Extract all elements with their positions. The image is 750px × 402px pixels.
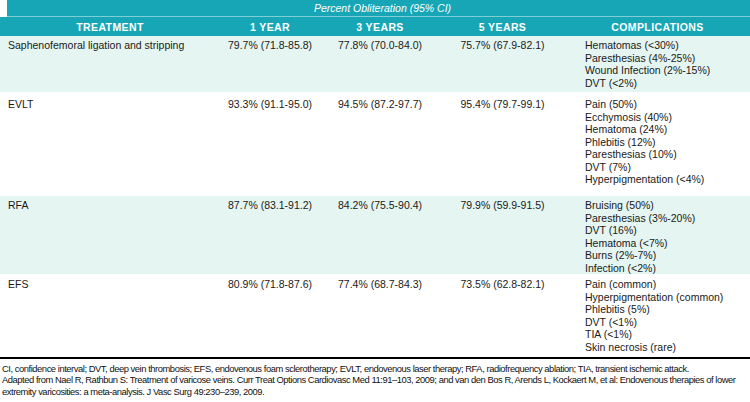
year3-cell: 84.2% (75.5-90.4) [320,199,440,274]
table-header-row: TREATMENT 1 YEAR 3 YEARS 5 YEARS COMPLIC… [0,17,750,36]
complication-item: Hematomas (<30%) [585,39,750,52]
complication-item: Hyperpigmentation (common) [585,291,750,304]
complication-item: Wound Infection (2%-15%) [585,64,750,77]
complication-item: Hyperpigmentation (<4%) [585,173,750,186]
column-header-complications: COMPLICATIONS [565,21,750,33]
table-title: Percent Obliteration (95% CI) [210,1,555,16]
complication-item: Phlebitis (12%) [585,136,750,149]
complication-item: Skin necrosis (rare) [585,341,750,354]
table-title-band: Percent Obliteration (95% CI) [7,0,750,17]
complication-item: Pain (50%) [585,98,750,111]
complication-item: Paresthesias (10%) [585,148,750,161]
complication-item: TIA (<1%) [585,328,750,341]
year5-cell: 79.9% (59.9-91.5) [440,199,565,274]
year3-cell: 77.8% (70.0-84.0) [320,39,440,92]
column-header-5-years: 5 YEARS [440,21,565,33]
complication-item: Burns (2%-7%) [585,249,750,262]
complication-item: DVT (16%) [585,224,750,237]
footnote-abbreviations: CI, confidence interval; DVT, deep vein … [2,363,750,374]
complication-item: Paresthesias (3%-20%) [585,212,750,225]
year5-cell: 73.5% (62.8-82.1) [440,278,565,357]
column-header-1-year: 1 YEAR [220,21,320,33]
table-row: RFA87.7% (83.1-91.2)84.2% (75.5-90.4)79.… [0,196,750,274]
year3-cell: 77.4% (68.7-84.3) [320,278,440,357]
year1-cell: 87.7% (83.1-91.2) [220,199,320,274]
complication-item: Pain (common) [585,278,750,291]
table-row: EFS80.9% (71.8-87.6)77.4% (68.7-84.3)73.… [0,274,750,357]
complication-item: Phlebitis (5%) [585,303,750,316]
complications-cell: Pain (common)Hyperpigmentation (common)P… [565,278,750,357]
complication-item: Hematoma (<7%) [585,237,750,250]
complication-item: DVT (7%) [585,161,750,174]
footnote-source-line2: extremity varicosities: a meta-analysis.… [2,386,750,397]
outcomes-table: Percent Obliteration (95% CI) TREATMENT … [0,0,750,397]
treatment-cell: RFA [0,199,220,274]
year5-cell: 95.4% (79.7-99.1) [440,98,565,196]
column-header-treatment: TREATMENT [0,21,220,33]
treatment-cell: EVLT [0,98,220,196]
treatment-cell: EFS [0,278,220,357]
complication-item: Paresthesias (4%-25%) [585,52,750,65]
complication-item: Ecchymosis (40%) [585,111,750,124]
complications-cell: Pain (50%)Ecchymosis (40%)Hematoma (24%)… [565,98,750,196]
table-body: Saphenofemoral ligation and stripping79.… [0,36,750,357]
footnotes: CI, confidence interval; DVT, deep vein … [0,359,750,397]
complication-item: DVT (<1%) [585,316,750,329]
year1-cell: 93.3% (91.1-95.0) [220,98,320,196]
table-row: EVLT93.3% (91.1-95.0)94.5% (87.2-97.7)95… [0,92,750,196]
complications-cell: Bruising (50%)Paresthesias (3%-20%)DVT (… [565,199,750,274]
footnote-source-line1: Adapted from Nael R, Rathbun S: Treatmen… [2,374,750,385]
year1-cell: 80.9% (71.8-87.6) [220,278,320,357]
complication-item: Hematoma (24%) [585,123,750,136]
complication-item: DVT (<2%) [585,77,750,90]
treatment-cell: Saphenofemoral ligation and stripping [0,39,220,92]
year1-cell: 79.7% (71.8-85.8) [220,39,320,92]
complication-item: Bruising (50%) [585,199,750,212]
year5-cell: 75.7% (67.9-82.1) [440,39,565,92]
complications-cell: Hematomas (<30%)Paresthesias (4%-25%)Wou… [565,39,750,92]
table-row: Saphenofemoral ligation and stripping79.… [0,36,750,92]
complication-item: Infection (<2%) [585,262,750,275]
column-header-3-years: 3 YEARS [320,21,440,33]
year3-cell: 94.5% (87.2-97.7) [320,98,440,196]
